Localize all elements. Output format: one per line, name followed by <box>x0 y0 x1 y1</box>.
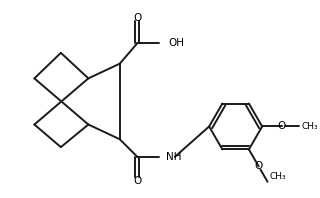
Text: O: O <box>255 161 263 171</box>
Text: O: O <box>278 122 286 131</box>
Text: OH: OH <box>169 38 185 48</box>
Text: CH₃: CH₃ <box>301 122 318 131</box>
Text: CH₃: CH₃ <box>269 172 286 181</box>
Text: O: O <box>133 176 141 187</box>
Text: O: O <box>133 12 141 23</box>
Text: NH: NH <box>166 152 181 162</box>
